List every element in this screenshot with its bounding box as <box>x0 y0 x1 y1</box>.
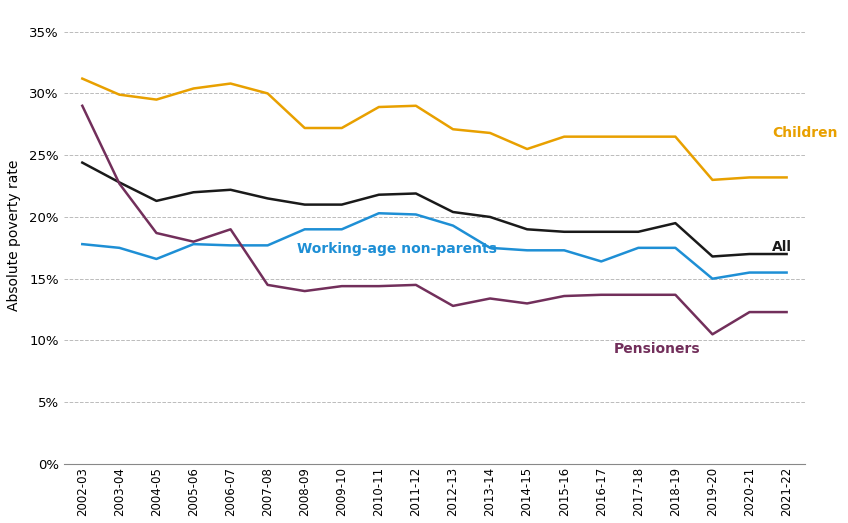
Text: All: All <box>772 240 792 254</box>
Text: Children: Children <box>772 126 837 140</box>
Y-axis label: Absolute poverty rate: Absolute poverty rate <box>7 160 21 311</box>
Text: Pensioners: Pensioners <box>614 342 700 356</box>
Text: Working-age non-parents: Working-age non-parents <box>298 242 497 256</box>
